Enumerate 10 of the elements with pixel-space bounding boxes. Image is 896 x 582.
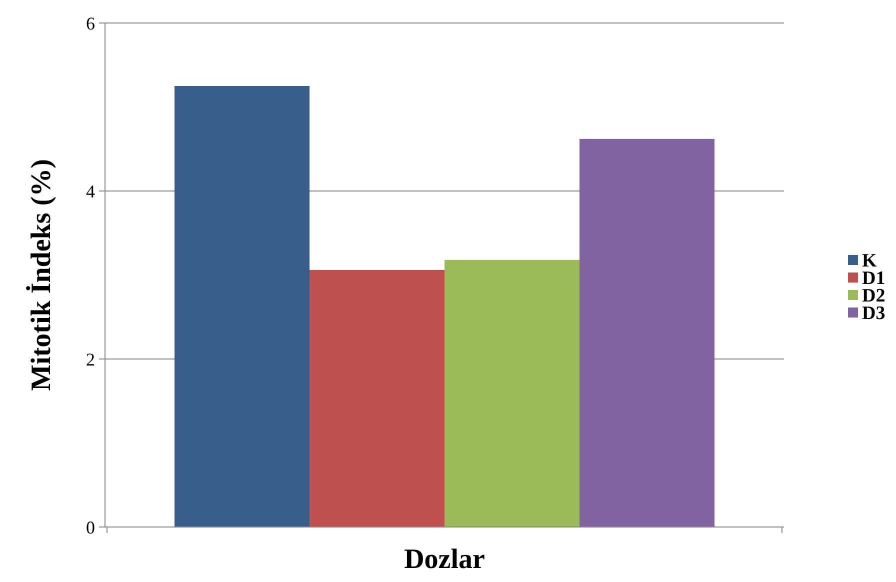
x-axis-title: Dozlar xyxy=(404,544,485,575)
y-tick-label: 4 xyxy=(86,181,95,202)
bar xyxy=(444,260,580,527)
bar xyxy=(579,138,714,527)
y-tick-label: 6 xyxy=(86,13,95,34)
bar xyxy=(174,86,310,527)
y-tick-label: 2 xyxy=(86,349,95,370)
bar xyxy=(310,270,444,527)
y-axis-title: Mitotik İndeks (%) xyxy=(26,159,57,391)
y-tick-label: 0 xyxy=(86,517,95,538)
